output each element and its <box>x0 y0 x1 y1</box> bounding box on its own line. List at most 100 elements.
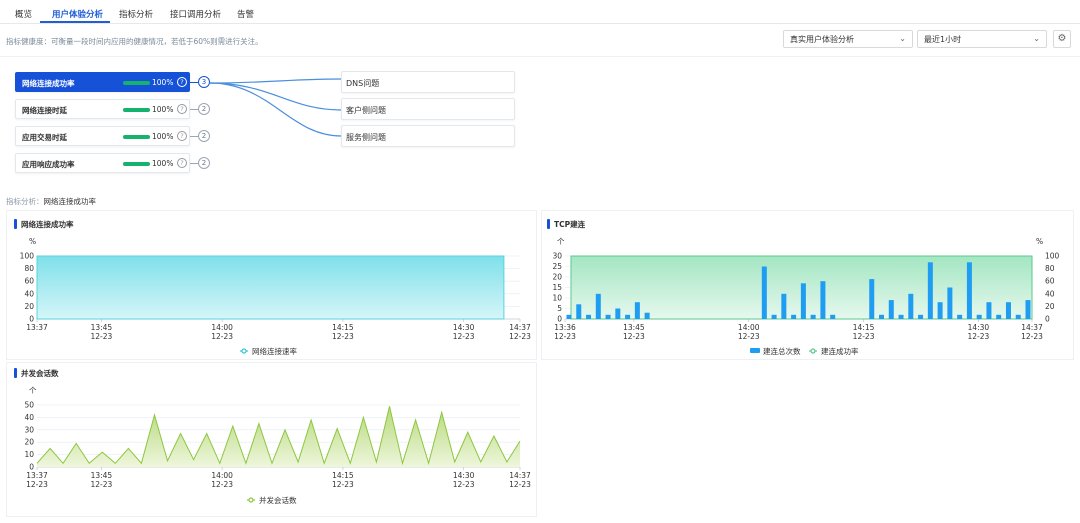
metric-item[interactable]: 应用响应成功率 100%? <box>15 153 190 173</box>
help-icon[interactable]: ? <box>177 158 187 168</box>
chart1-y-label: % <box>29 237 36 246</box>
analysis-value: 网络连接成功率 <box>43 197 97 206</box>
chart2-bar <box>810 314 816 319</box>
tab-alarm[interactable]: 告警 <box>237 10 255 20</box>
chart2-x-tick-time: 14:15 <box>853 323 875 332</box>
chart1-x-tick-time: 13:45 <box>91 323 113 332</box>
divider <box>0 56 1080 57</box>
chart2-y-tick: 0 <box>557 315 562 324</box>
chart3-y-label: 个 <box>29 386 37 395</box>
metric-link-line <box>190 163 198 164</box>
chart1-y-tick: 20 <box>24 302 34 311</box>
chart2-x-tick-time: 13:45 <box>623 323 645 332</box>
chart3-area <box>37 406 520 467</box>
chart2-x-tick-date: 12-23 <box>554 332 576 341</box>
chart2-x-tick-date: 12-23 <box>853 332 875 341</box>
chart2-bar <box>576 304 582 319</box>
chart3-x-tick-date: 12-23 <box>509 480 531 489</box>
sub-count-badge[interactable]: 2 <box>198 157 210 169</box>
chart2-y-tick: 30 <box>552 252 562 261</box>
metric-link-line <box>190 136 198 137</box>
metric-name: 应用交易时延 <box>22 133 67 142</box>
chart1-x-tick-date: 12-23 <box>332 332 354 341</box>
chart1-x-tick-time: 14:00 <box>211 323 233 332</box>
chart3-x-tick-date: 12-23 <box>91 480 113 489</box>
chart1-x-tick-time: 14:37 <box>509 323 531 332</box>
chart2-bar <box>781 293 787 319</box>
chart2-y-label: 个 <box>557 237 565 246</box>
sub-issue-client[interactable]: 客户侧问题 <box>341 98 515 120</box>
analysis-type-select[interactable]: 真实用户体验分析 ⌄ <box>783 30 913 48</box>
time-range-value: 最近1小时 <box>924 35 962 44</box>
chart1-y-tick: 60 <box>24 277 34 286</box>
settings-gear-icon[interactable]: ⚙ <box>1053 30 1071 48</box>
chart2-bar <box>820 281 826 319</box>
chart2-bar <box>908 293 914 319</box>
help-icon[interactable]: ? <box>177 131 187 141</box>
chart3-y-tick: 10 <box>24 450 34 459</box>
tab-user-experience[interactable]: 用户体验分析 <box>52 10 104 20</box>
chart1-y-tick: 0 <box>29 315 34 324</box>
sub-count-badge[interactable]: 2 <box>198 103 210 115</box>
sub-issue-server[interactable]: 服务侧问题 <box>341 125 515 147</box>
chart2-y2-tick: 0 <box>1045 315 1050 324</box>
chart3-x-tick-time: 13:45 <box>91 471 113 480</box>
chart2-bar <box>566 314 572 319</box>
metric-item[interactable]: 网络连接时延 100%? <box>15 99 190 119</box>
tab-bar: 概览 用户体验分析 指标分析 接口调用分析 告警 <box>0 0 1080 24</box>
metric-item[interactable]: 应用交易时延 100%? <box>15 126 190 146</box>
chart1-legend-marker <box>241 348 247 354</box>
chart2-bar <box>957 314 963 319</box>
connector-dns <box>209 78 342 84</box>
metric-progress-bar <box>123 162 150 166</box>
chart3-title: 并发会话数 <box>14 368 59 379</box>
chart2-y-tick: 25 <box>552 262 562 271</box>
chart2-bar <box>986 302 992 319</box>
chart3-y-tick: 50 <box>24 401 34 410</box>
help-icon[interactable]: ? <box>177 77 187 87</box>
chart3-y-tick: 20 <box>24 438 34 447</box>
chart2-x-tick-date: 12-23 <box>623 332 645 341</box>
chart2-y2-tick: 80 <box>1045 264 1055 273</box>
metric-value: 100% <box>152 132 174 141</box>
analysis-type-value: 真实用户体验分析 <box>790 35 854 44</box>
chart3-x-tick-date: 12-23 <box>453 480 475 489</box>
sub-issue-dns[interactable]: DNS问题 <box>341 71 515 93</box>
chart3-legend-marker <box>248 497 254 503</box>
chart2-legend-area-label: 建连成功率 <box>821 346 859 356</box>
chart2-legend-bar-label: 建连总次数 <box>763 346 801 356</box>
time-range-select[interactable]: 最近1小时 ⌄ <box>917 30 1047 48</box>
chart1-x-tick-time: 14:15 <box>332 323 354 332</box>
chart2-y-tick: 10 <box>552 294 562 303</box>
metric-name: 网络连接时延 <box>22 106 67 115</box>
chart2-bar <box>927 262 933 319</box>
chart2-legend-bar-marker <box>750 348 760 353</box>
chart3-x-tick-time: 14:30 <box>453 471 475 480</box>
chart3-x-tick-date: 12-23 <box>332 480 354 489</box>
tab-metric-analysis[interactable]: 指标分析 <box>119 10 154 20</box>
tab-overview[interactable]: 概览 <box>15 10 33 20</box>
metric-link-line <box>190 82 198 83</box>
chart1-y-tick: 100 <box>20 252 35 261</box>
metric-item[interactable]: 网络连接成功率 100%? <box>15 72 190 92</box>
chart2-bar <box>830 314 836 319</box>
sub-count-badge[interactable]: 3 <box>198 76 210 88</box>
chart3-x-tick-time: 13:37 <box>26 471 48 480</box>
chevron-down-icon: ⌄ <box>1033 34 1040 43</box>
chart2-bar <box>625 314 631 319</box>
chart1-x-tick-time: 14:30 <box>453 323 475 332</box>
chart2-bar <box>800 283 806 319</box>
chart1-x-tick-date: 12-23 <box>211 332 233 341</box>
chart2-bar <box>869 279 875 319</box>
chart3-x-tick-date: 12-23 <box>211 480 233 489</box>
chart3-x-tick-time: 14:15 <box>332 471 354 480</box>
chart2-bar <box>937 302 943 319</box>
sub-count-badge[interactable]: 2 <box>198 130 210 142</box>
chart1-y-tick: 40 <box>24 289 34 298</box>
chart2-bar <box>1015 314 1021 319</box>
analysis-caption: 指标分析：网络连接成功率 <box>6 196 96 207</box>
help-icon[interactable]: ? <box>177 104 187 114</box>
chart2-bar <box>644 312 650 319</box>
tab-interface-analysis[interactable]: 接口调用分析 <box>170 10 222 20</box>
metric-name: 网络连接成功率 <box>22 79 75 88</box>
